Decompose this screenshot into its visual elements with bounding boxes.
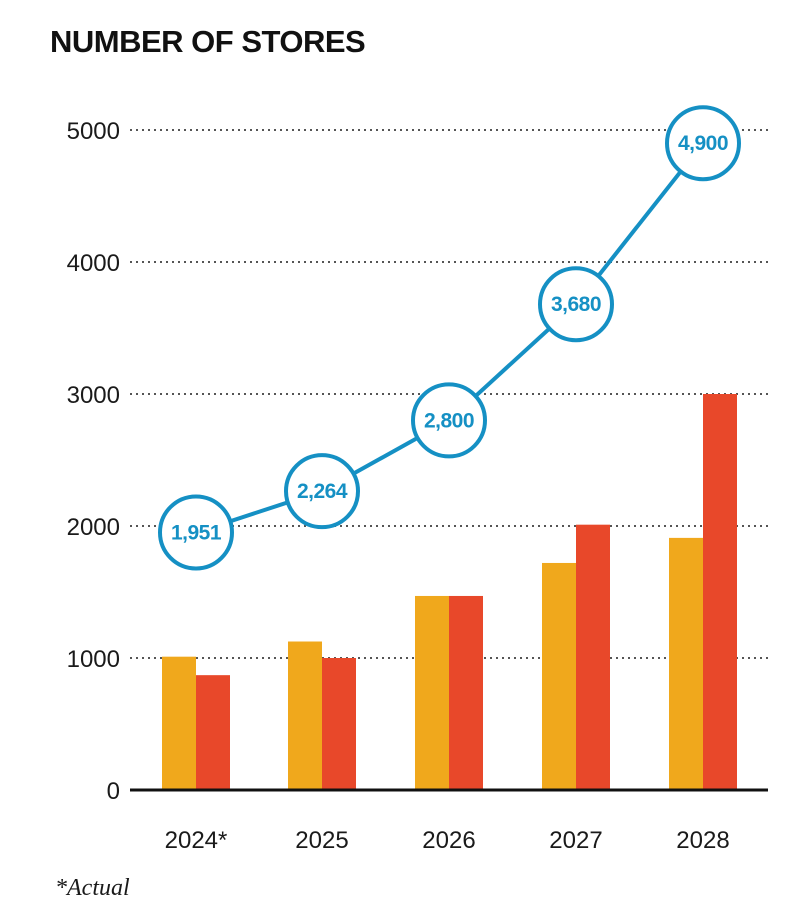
bar-series-b xyxy=(703,394,737,790)
total-value-label: 2,264 xyxy=(297,480,348,503)
bar-series-a xyxy=(288,641,322,790)
x-tick-label: 2026 xyxy=(422,827,475,854)
total-marker xyxy=(411,382,487,459)
total-marker xyxy=(665,105,741,182)
total-value-label: 3,680 xyxy=(551,293,601,316)
x-axis: 2024* 2025 2026 2027 2028 xyxy=(165,827,730,854)
bar-series-a xyxy=(669,537,703,790)
total-value-label: 4,900 xyxy=(678,132,728,155)
bar-series-a xyxy=(162,656,196,790)
y-tick-label: 2000 xyxy=(67,514,120,541)
y-tick-label: 1000 xyxy=(67,646,120,673)
bars xyxy=(162,394,737,790)
total-value-label: 2,800 xyxy=(424,409,474,432)
total-line-series: 1,951 2,264 2,800 3,680 4,900 xyxy=(158,105,741,571)
total-marker xyxy=(158,494,234,571)
bar-series-b xyxy=(449,595,483,790)
total-marker xyxy=(284,453,360,530)
y-tick-label: 0 xyxy=(107,778,120,805)
x-tick-label: 2025 xyxy=(295,827,348,854)
x-tick-label: 2027 xyxy=(549,827,602,854)
bar-series-b xyxy=(322,658,356,790)
bar-series-b xyxy=(196,675,230,790)
bar-series-a xyxy=(542,562,576,790)
footnote: *Actual xyxy=(55,875,130,901)
total-marker xyxy=(538,266,614,343)
bar-series-b xyxy=(576,524,610,790)
total-line xyxy=(195,141,705,535)
y-tick-label: 5000 xyxy=(67,118,120,145)
x-tick-label: 2028 xyxy=(676,827,729,854)
y-tick-label: 4000 xyxy=(67,250,120,277)
x-tick-label: 2024* xyxy=(165,827,228,854)
y-tick-label: 3000 xyxy=(67,382,120,409)
chart-title: NUMBER OF STORES xyxy=(50,24,365,59)
bar-series-a xyxy=(415,595,449,790)
total-value-label: 1,951 xyxy=(171,521,222,544)
